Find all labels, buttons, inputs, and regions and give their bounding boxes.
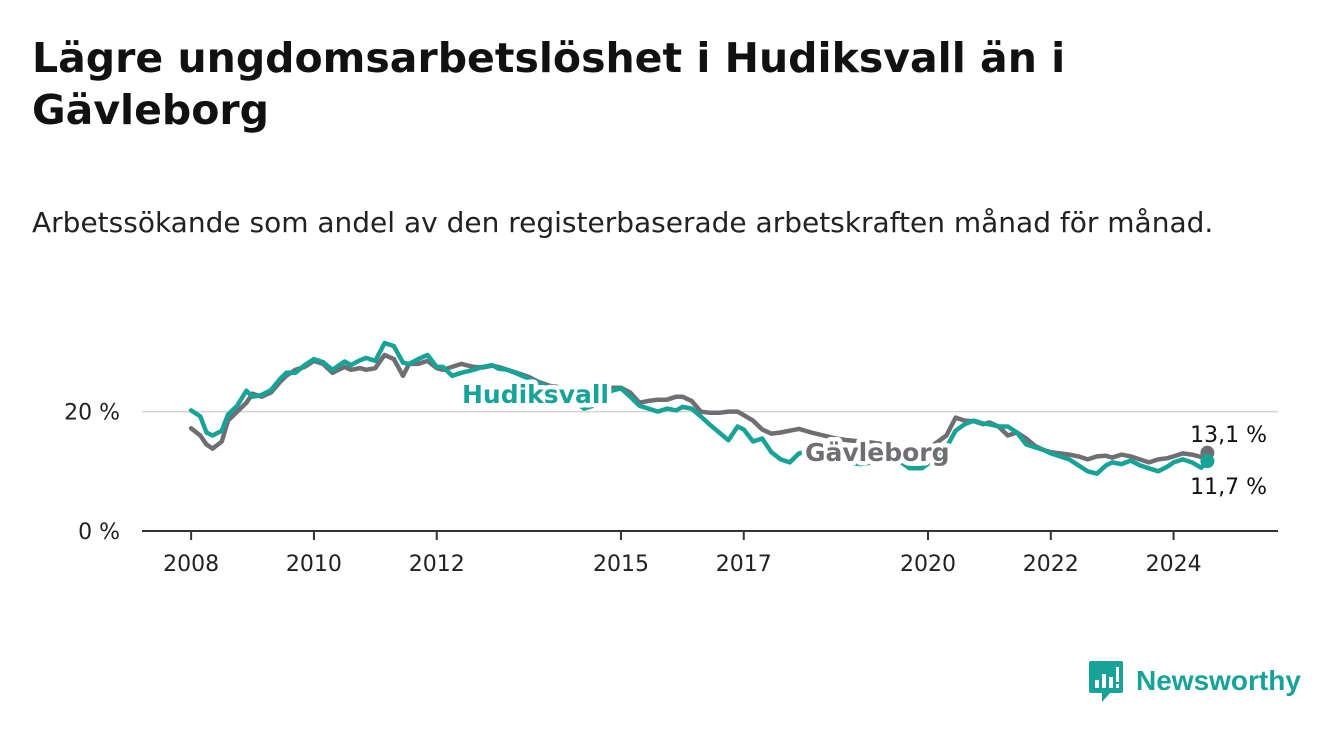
x-tick-label: 2010 — [286, 552, 342, 577]
series-label-gavleborg: Gävleborg — [805, 438, 950, 467]
series-lines — [188, 340, 1215, 476]
y-axis: 0 % 20 % — [64, 401, 120, 545]
x-tick-label: 2008 — [163, 552, 219, 577]
end-label-hudiksvall: 11,7 % — [1190, 475, 1267, 500]
x-tick-label: 2024 — [1146, 552, 1202, 577]
series-line-gavleborg — [188, 352, 1210, 465]
x-tick-label: 2022 — [1023, 552, 1079, 577]
series-labels: Hudiksvall Gävleborg 13,1 % 11,7 % — [458, 376, 1271, 504]
end-label-gavleborg: 13,1 % — [1190, 423, 1267, 448]
y-tick-label: 20 % — [64, 401, 120, 426]
x-tick-label: 2015 — [593, 552, 649, 577]
brand-name: Newsworthy — [1136, 665, 1301, 696]
x-tick-label: 2012 — [409, 552, 465, 577]
end-point-hudiksvall — [1200, 454, 1215, 469]
newsworthy-brand[interactable]: Newsworthy — [1088, 659, 1301, 703]
series-label-hudiksvall: Hudiksvall — [462, 380, 609, 409]
chart-title: Lägre ungdomsarbetslöshet i Hudiksvall ä… — [32, 34, 1066, 134]
newsworthy-logo-icon — [1089, 661, 1123, 702]
line-chart: 2008 2010 2012 2015 2017 2020 2022 2024 0 % 20 %… — [64, 340, 1278, 577]
x-tick-label: 2020 — [900, 552, 956, 577]
chart-subtitle: Arbetssökande som andel av den registerb… — [32, 206, 1214, 239]
x-axis: 2008 2010 2012 2015 2017 2020 2022 2024 — [142, 530, 1278, 577]
x-tick-label: 2017 — [716, 552, 772, 577]
y-tick-label: 0 % — [78, 520, 120, 545]
series-line-hudiksvall — [188, 340, 1210, 476]
